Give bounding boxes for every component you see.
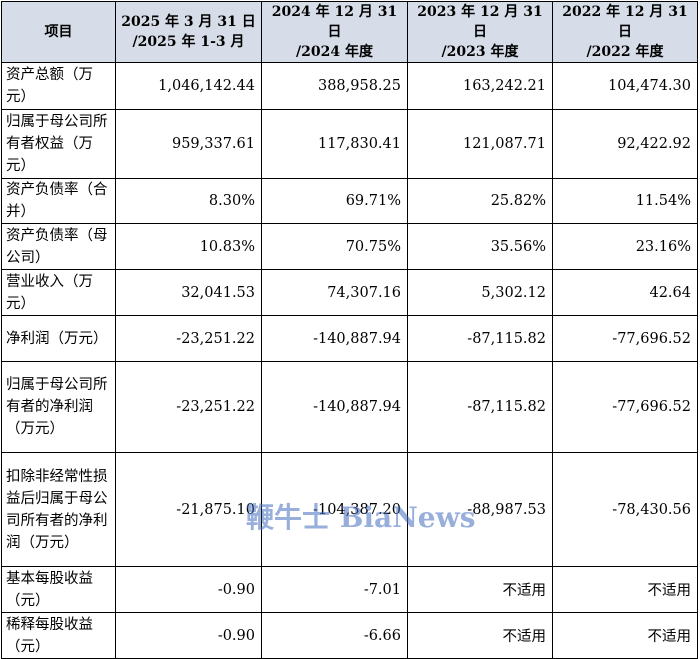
cell-value: 388,958.25	[261, 62, 408, 110]
cell-value: 25.82%	[407, 178, 553, 224]
row-label: 净利润（万元）	[1, 315, 116, 362]
table-row: 资产负债率（合并） 8.30% 69.71% 25.82% 11.54%	[1, 178, 698, 224]
cell-value: 92,422.92	[552, 109, 698, 179]
cell-value: -104,387.20	[261, 452, 408, 567]
row-label: 基本每股收益（元）	[1, 566, 116, 613]
table-header-row: 项目 2025 年 3 月 31 日/2025 年 1-3 月 2024 年 1…	[1, 1, 698, 63]
row-label: 稀释每股收益（元）	[1, 612, 116, 659]
cell-value: -87,115.82	[407, 361, 553, 453]
row-label: 营业收入（万元）	[1, 269, 116, 316]
cell-value: -23,251.22	[115, 315, 262, 362]
header-2024: 2024 年 12 月 31 日/2024 年度	[261, 1, 408, 63]
cell-value: 1,046,142.44	[115, 62, 262, 110]
cell-value: -140,887.94	[261, 361, 408, 453]
row-label: 资产负债率（母公司）	[1, 223, 116, 270]
header-2025q1: 2025 年 3 月 31 日/2025 年 1-3 月	[115, 1, 262, 63]
header-2023: 2023 年 12 月 31 日/2023 年度	[407, 1, 553, 63]
cell-value: 163,242.21	[407, 62, 553, 110]
header-2022: 2022 年 12 月 31 日/2022 年度	[552, 1, 698, 63]
cell-value: -23,251.22	[115, 361, 262, 453]
cell-value: -7.01	[261, 566, 408, 613]
table-row: 资产负债率（母公司） 10.83% 70.75% 35.56% 23.16%	[1, 223, 698, 270]
cell-value: 5,302.12	[407, 269, 553, 316]
cell-value: -77,696.52	[552, 315, 698, 362]
cell-value: -78,430.56	[552, 452, 698, 567]
table-row: 净利润（万元） -23,251.22 -140,887.94 -87,115.8…	[1, 315, 698, 362]
table-row: 营业收入（万元） 32,041.53 74,307.16 5,302.12 42…	[1, 269, 698, 316]
cell-value: 23.16%	[552, 223, 698, 270]
cell-value: -77,696.52	[552, 361, 698, 453]
cell-value: -0.90	[115, 566, 262, 613]
cell-value: 117,830.41	[261, 109, 408, 179]
row-label: 资产总额（万元）	[1, 62, 116, 110]
cell-value: 74,307.16	[261, 269, 408, 316]
cell-value: 69.71%	[261, 178, 408, 224]
cell-value: 不适用	[407, 566, 553, 613]
cell-value: 35.56%	[407, 223, 553, 270]
row-label: 归属于母公司所有者权益（万元）	[1, 109, 116, 179]
table-row: 资产总额（万元） 1,046,142.44 388,958.25 163,242…	[1, 62, 698, 110]
cell-value: 8.30%	[115, 178, 262, 224]
table-row: 稀释每股收益（元） -0.90 -6.66 不适用 不适用	[1, 612, 698, 659]
table-row: 扣除非经常性损益后归属于母公司所有者的净利润（万元） -21,875.10 -1…	[1, 452, 698, 567]
row-label: 资产负债率（合并）	[1, 178, 116, 224]
cell-value: 不适用	[552, 566, 698, 613]
cell-value: 104,474.30	[552, 62, 698, 110]
cell-value: -140,887.94	[261, 315, 408, 362]
cell-value: -6.66	[261, 612, 408, 659]
cell-value: 不适用	[552, 612, 698, 659]
cell-value: -88,987.53	[407, 452, 553, 567]
cell-value: 121,087.71	[407, 109, 553, 179]
cell-value: 32,041.53	[115, 269, 262, 316]
row-label: 扣除非经常性损益后归属于母公司所有者的净利润（万元）	[1, 452, 116, 567]
table-row: 归属于母公司所有者的净利润（万元） -23,251.22 -140,887.94…	[1, 361, 698, 453]
cell-value: 959,337.61	[115, 109, 262, 179]
cell-value: 10.83%	[115, 223, 262, 270]
cell-value: 不适用	[407, 612, 553, 659]
cell-value: -21,875.10	[115, 452, 262, 567]
cell-value: 42.64	[552, 269, 698, 316]
table-row: 归属于母公司所有者权益（万元） 959,337.61 117,830.41 12…	[1, 109, 698, 179]
cell-value: 11.54%	[552, 178, 698, 224]
cell-value: 70.75%	[261, 223, 408, 270]
cell-value: -0.90	[115, 612, 262, 659]
row-label: 归属于母公司所有者的净利润（万元）	[1, 361, 116, 453]
header-item: 项目	[1, 1, 116, 63]
table-row: 基本每股收益（元） -0.90 -7.01 不适用 不适用	[1, 566, 698, 613]
cell-value: -87,115.82	[407, 315, 553, 362]
